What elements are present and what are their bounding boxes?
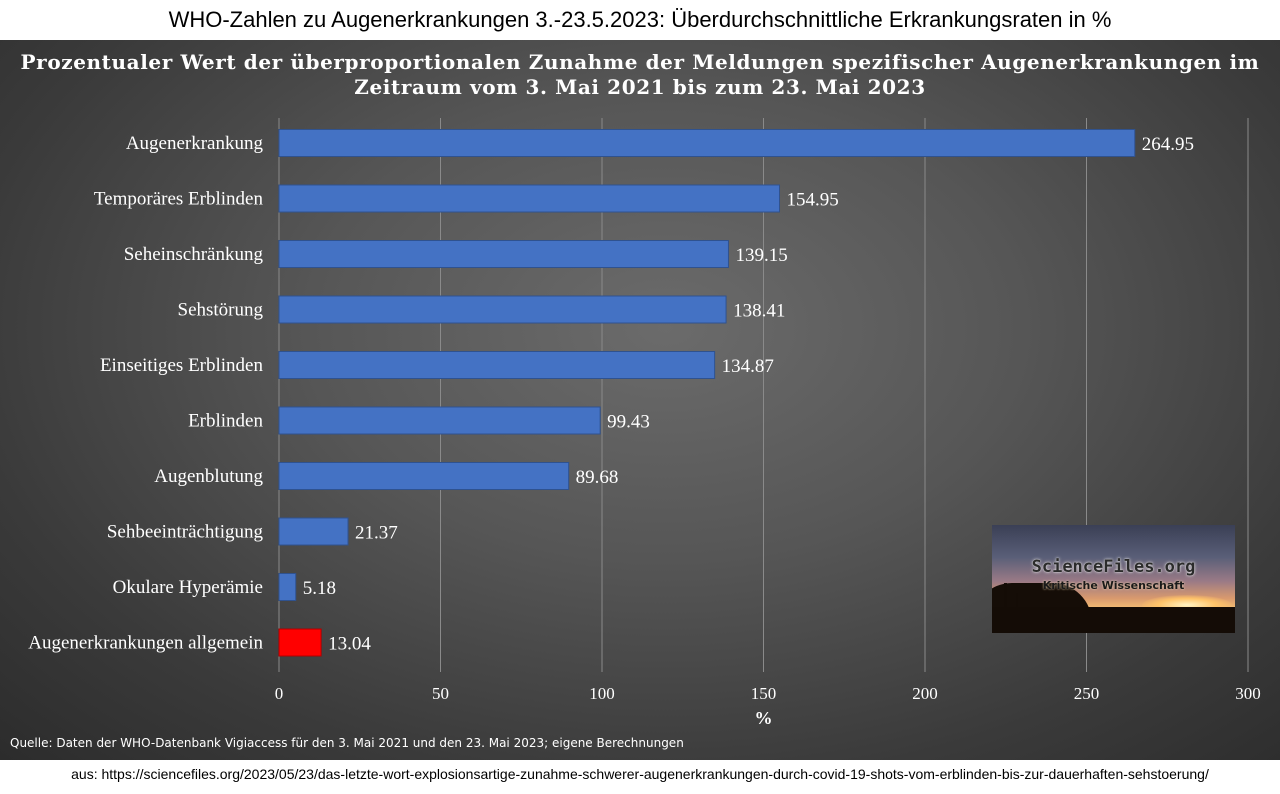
category-label: Augenerkrankung (126, 133, 264, 154)
chart-panel (0, 40, 1280, 760)
x-tick-label: 100 (589, 684, 615, 703)
value-label: 134.87 (722, 356, 774, 377)
x-tick-label: 300 (1235, 684, 1261, 703)
value-label: 21.37 (355, 523, 398, 544)
value-label: 5.18 (303, 578, 336, 599)
x-axis-title: % (755, 708, 773, 728)
tree-silhouette (1004, 583, 1007, 613)
bar-7 (278, 517, 349, 546)
bars (278, 129, 1136, 657)
category-label: Sehbeeinträchtigung (107, 522, 264, 543)
source-note: Quelle: Daten der WHO-Datenbank Vigiacce… (10, 736, 684, 750)
value-label: 99.43 (607, 412, 650, 433)
page-title: WHO-Zahlen zu Augenerkrankungen 3.-23.5.… (168, 7, 1112, 32)
bar-8 (278, 573, 297, 601)
logo-name: ScienceFiles.org (1031, 557, 1196, 577)
bar-6 (278, 462, 570, 490)
value-label: 138.41 (733, 301, 785, 322)
category-label: Sehstörung (178, 300, 264, 321)
category-label: Okulare Hyperämie (113, 577, 263, 598)
x-tick-label: 200 (912, 684, 938, 703)
bar-9 (278, 628, 322, 657)
category-label: Erblinden (188, 411, 263, 432)
labels: 0 50 100 150 200 250 300% Augenerkrankung 264.95… (28, 133, 1261, 728)
category-label: Augenblutung (154, 466, 263, 487)
category-label: Temporäres Erblinden (94, 189, 264, 210)
bar-5 (278, 406, 601, 435)
bar-2 (278, 240, 729, 268)
footer-source-url: aus: https://sciencefiles.org/2023/05/23… (71, 766, 1209, 782)
bar-0 (278, 129, 1136, 157)
value-label: 139.15 (735, 245, 787, 266)
category-label: Einseitiges Erblinden (100, 355, 264, 376)
value-label: 154.95 (786, 190, 838, 211)
value-label: 264.95 (1142, 134, 1194, 155)
x-tick-label: 0 (275, 684, 284, 703)
bar-3 (278, 295, 727, 324)
tree-silhouette (1016, 593, 1018, 615)
logo-tagline: Kritische Wissenschaft (1042, 579, 1185, 592)
category-label: Augenerkrankungen allgemein (28, 633, 263, 654)
bar-1 (278, 184, 780, 213)
x-tick-label: 150 (751, 684, 777, 703)
sciencefiles-logo: ScienceFiles.org Kritische Wissenschaft (992, 525, 1235, 633)
value-label: 89.68 (576, 467, 619, 488)
value-label: 13.04 (328, 634, 371, 655)
x-tick-label: 250 (1074, 684, 1100, 703)
category-label: Seheinschränkung (124, 244, 264, 265)
x-tick-label: 50 (432, 684, 449, 703)
ground-silhouette (992, 607, 1235, 633)
bar-4 (278, 351, 716, 379)
chart-title: Prozentualer Wert der überproportionalen… (20, 50, 1260, 99)
